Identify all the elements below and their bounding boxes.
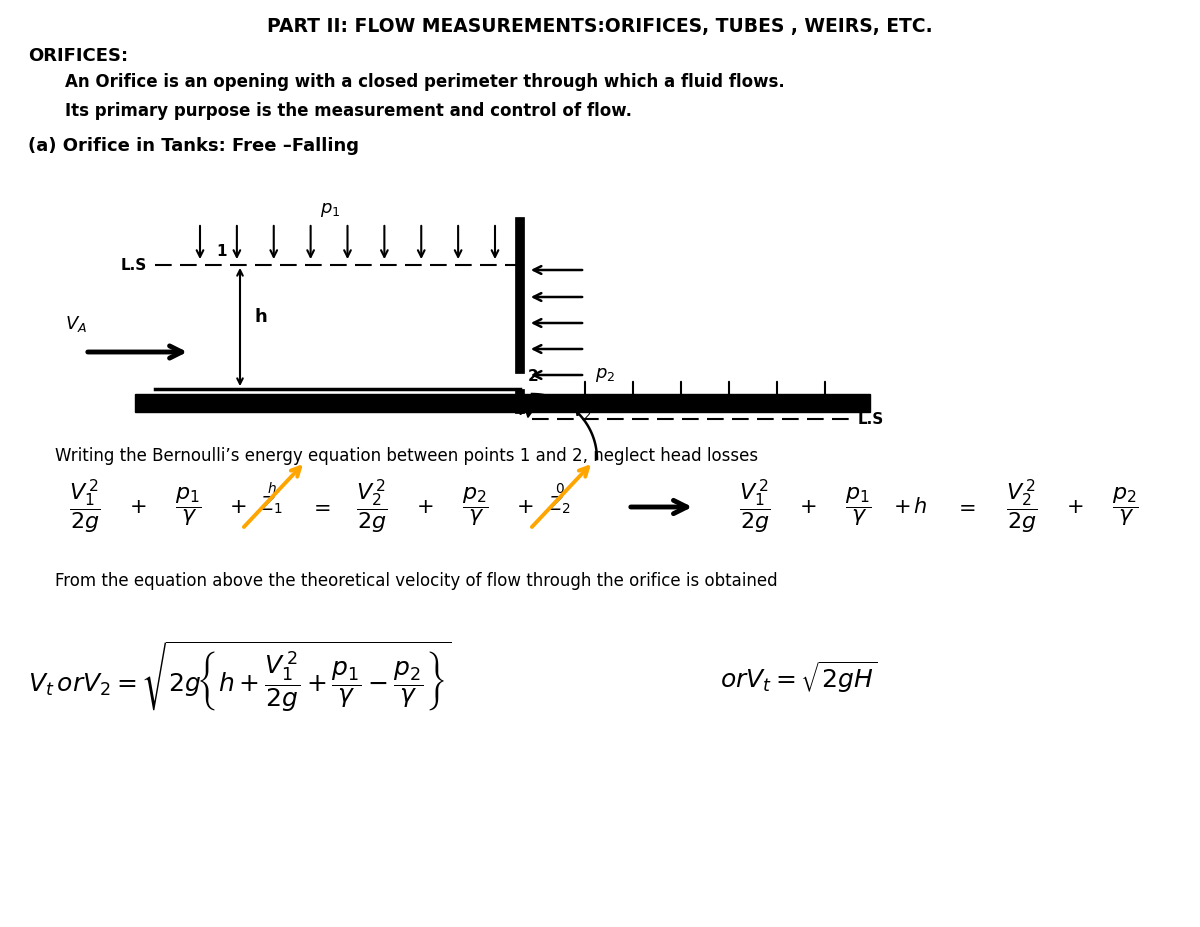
Text: h: h <box>254 308 268 326</box>
Text: $p_1$: $p_1$ <box>320 201 340 219</box>
Text: $orV_t = \sqrt{2gH}$: $orV_t = \sqrt{2gH}$ <box>720 659 877 695</box>
Text: L.S: L.S <box>858 412 884 426</box>
Text: $=$: $=$ <box>310 497 331 517</box>
Text: $V_A$: $V_A$ <box>65 314 88 334</box>
Text: $V_t\,orV_2 = \sqrt{2g\!\left\{h + \dfrac{V_1^{\,2}}{2g} + \dfrac{p_1}{\gamma} -: $V_t\,orV_2 = \sqrt{2g\!\left\{h + \dfra… <box>28 640 451 715</box>
Text: From the equation above the theoretical velocity of flow through the orifice is : From the equation above the theoretical … <box>55 572 778 590</box>
Text: $=$: $=$ <box>954 497 976 517</box>
Text: $\overset{h}{Z_1}$: $\overset{h}{Z_1}$ <box>260 481 283 517</box>
Text: $\dfrac{V_1^{\,2}}{2g}$: $\dfrac{V_1^{\,2}}{2g}$ <box>739 478 770 536</box>
Text: $\dfrac{p_2}{\gamma}$: $\dfrac{p_2}{\gamma}$ <box>462 486 488 528</box>
Text: $p_2$: $p_2$ <box>595 366 616 384</box>
Text: L.S: L.S <box>121 258 148 273</box>
Text: $\dfrac{p_1}{\gamma}$: $\dfrac{p_1}{\gamma}$ <box>845 486 871 528</box>
Text: Writing the Bernoulli’s energy equation between points 1 and 2, neglect head los: Writing the Bernoulli’s energy equation … <box>55 447 758 465</box>
Text: $V_2$: $V_2$ <box>572 401 592 421</box>
Text: Its primary purpose is the measurement and control of flow.: Its primary purpose is the measurement a… <box>65 102 632 120</box>
Text: $+$: $+$ <box>799 497 817 517</box>
Text: (a) Orifice in Tanks: Free –Falling: (a) Orifice in Tanks: Free –Falling <box>28 137 359 155</box>
Text: $+$: $+$ <box>1067 497 1084 517</box>
Text: $\dfrac{V_2^{\,2}}{2g}$: $\dfrac{V_2^{\,2}}{2g}$ <box>356 478 388 536</box>
Bar <box>134 394 870 412</box>
Text: An Orifice is an opening with a closed perimeter through which a fluid flows.: An Orifice is an opening with a closed p… <box>65 73 785 91</box>
Text: $+$: $+$ <box>516 497 534 517</box>
Text: $+\,h$: $+\,h$ <box>893 497 928 517</box>
Text: $\overset{0}{Z_2}$: $\overset{0}{Z_2}$ <box>548 481 571 516</box>
Text: $+$: $+$ <box>229 497 247 517</box>
Text: $\dfrac{V_1^{\,2}}{2g}$: $\dfrac{V_1^{\,2}}{2g}$ <box>70 478 101 536</box>
Text: PART II: FLOW MEASUREMENTS:ORIFICES, TUBES , WEIRS, ETC.: PART II: FLOW MEASUREMENTS:ORIFICES, TUB… <box>268 17 932 36</box>
Text: $\dfrac{p_1}{\gamma}$: $\dfrac{p_1}{\gamma}$ <box>175 486 202 528</box>
Text: 1: 1 <box>217 244 227 259</box>
Text: $\dfrac{p_2}{\gamma}$: $\dfrac{p_2}{\gamma}$ <box>1111 486 1139 528</box>
Text: $+$: $+$ <box>130 497 146 517</box>
Text: $+$: $+$ <box>416 497 433 517</box>
Text: Datum: Datum <box>331 399 389 414</box>
Text: 2: 2 <box>528 369 539 384</box>
Text: $\dfrac{V_2^{\,2}}{2g}$: $\dfrac{V_2^{\,2}}{2g}$ <box>1006 478 1038 536</box>
Text: ORIFICES:: ORIFICES: <box>28 47 128 65</box>
